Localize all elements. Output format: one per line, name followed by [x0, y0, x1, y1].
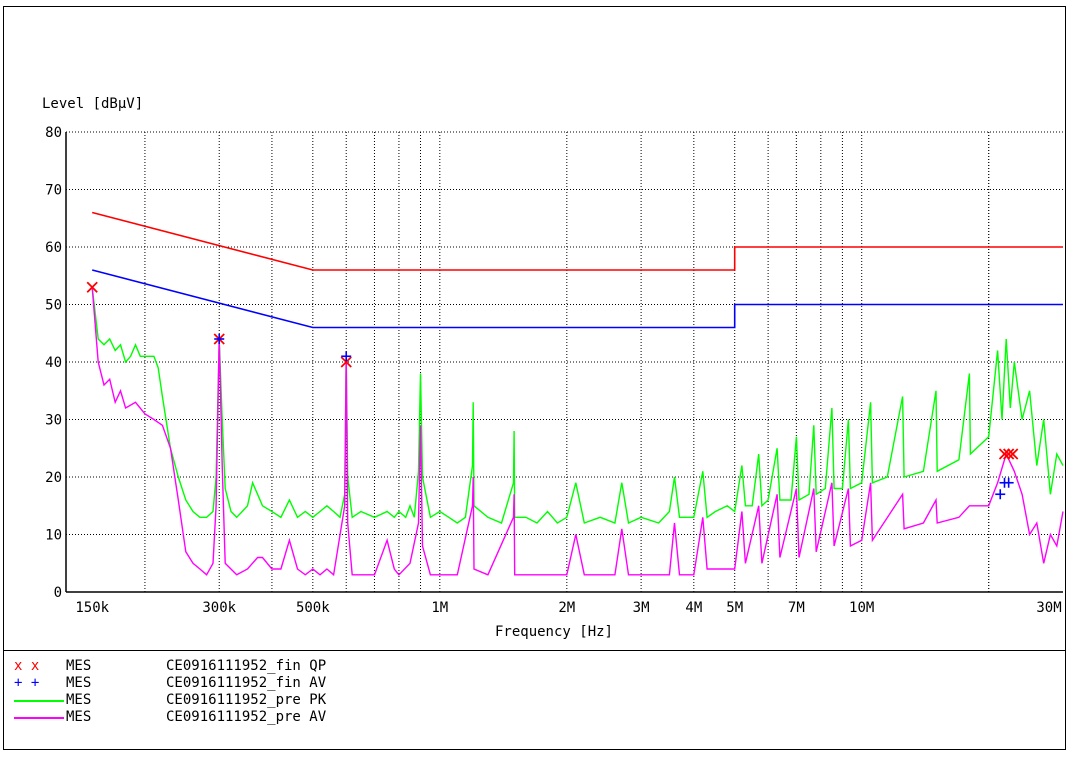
trace-line [91, 287, 1064, 525]
marker-stroke [1007, 448, 1019, 460]
legend-file: CE0916111952_fin AV [166, 675, 327, 691]
av-marker [1003, 477, 1014, 488]
grid-lines [66, 132, 1063, 592]
x-tick-label: 4M [685, 600, 702, 616]
marker-stroke [1003, 448, 1015, 460]
legend-item-pre-av: MES CE0916111952_pre AV [10, 709, 326, 726]
legend-item-fin-qp: x x MES CE0916111952_fin QP [10, 658, 326, 675]
legend-label: MES [66, 692, 92, 708]
qp-marker [1003, 448, 1015, 460]
x-tick-label: 10M [849, 600, 874, 616]
plus-marker-icon: + + [14, 675, 40, 691]
y-tick-label: 30 [45, 413, 62, 429]
limit-lines [91, 211, 1063, 329]
legend-file: CE0916111952_fin QP [166, 658, 327, 674]
qp-marker [340, 356, 352, 368]
legend-symbol [10, 692, 66, 709]
legend-divider [3, 650, 1066, 651]
trace-line [91, 287, 1064, 577]
x-tick-label: 7M [788, 600, 805, 616]
legend-item-fin-av: + + MES CE0916111952_fin AV [10, 675, 326, 692]
marker-stroke [86, 281, 98, 293]
trace-lines [91, 287, 1064, 577]
marker-stroke [998, 448, 1011, 460]
legend-label: MES [66, 675, 92, 691]
y-tick-label: 10 [45, 528, 62, 544]
magenta-line-icon [14, 717, 64, 719]
legend-file: CE0916111952_pre AV [166, 709, 327, 725]
x-tick-label: 500k [296, 600, 330, 616]
legend-symbol: x x [10, 658, 66, 675]
y-tick-label: 80 [45, 125, 62, 141]
chart-frame [3, 6, 1066, 750]
x-tick-label: 3M [633, 600, 650, 616]
limit-line [91, 211, 1063, 271]
emc-spectrum-chart: Level [dBµV] Frequency [Hz] 0 10 20 30 40 50 6… [42, 96, 1064, 640]
y-axis-title: Level [dBµV] [42, 96, 143, 112]
qp-marker [998, 448, 1011, 460]
x-axis-title: Frequency [Hz] [495, 624, 613, 640]
av-marker [341, 351, 352, 362]
av-marker [214, 334, 225, 344]
x-tick-label: 5M [726, 600, 743, 616]
legend-file: CE0916111952_pre PK [166, 692, 327, 708]
y-tick-label: 40 [45, 355, 62, 371]
marker-stroke [340, 356, 352, 368]
y-tick-label: 70 [45, 183, 62, 199]
limit-line [91, 269, 1063, 329]
axes [65, 131, 1063, 593]
legend-symbol [10, 709, 66, 726]
y-tick-label: 50 [45, 298, 62, 314]
y-tick-label: 60 [45, 240, 62, 256]
y-tick-label: 0 [54, 585, 62, 601]
green-line-icon [14, 700, 64, 702]
legend-symbol: + + [10, 675, 66, 692]
x-tick-label: 150k [75, 600, 109, 616]
x-tick-label: 2M [558, 600, 575, 616]
av-marker [995, 489, 1006, 500]
x-tick-label: 1M [431, 600, 448, 616]
legend: x x MES CE0916111952_fin QP + + MES CE09… [10, 658, 326, 726]
x-marker-icon: x x [14, 658, 40, 674]
measurement-markers [86, 281, 1019, 500]
tick-labels: 0 10 20 30 40 50 60 70 80 150k 300k 500k 1M 2M 3M 4M 5M 7… [45, 125, 1062, 616]
legend-item-pre-pk: MES CE0916111952_pre PK [10, 692, 326, 709]
y-tick-label: 20 [45, 470, 62, 486]
x-tick-label: 300k [202, 600, 236, 616]
legend-label: MES [66, 658, 92, 674]
x-tick-label: 30M [1036, 600, 1061, 616]
legend-label: MES [66, 709, 92, 725]
qp-marker [1007, 448, 1019, 460]
qp-marker [86, 281, 98, 293]
